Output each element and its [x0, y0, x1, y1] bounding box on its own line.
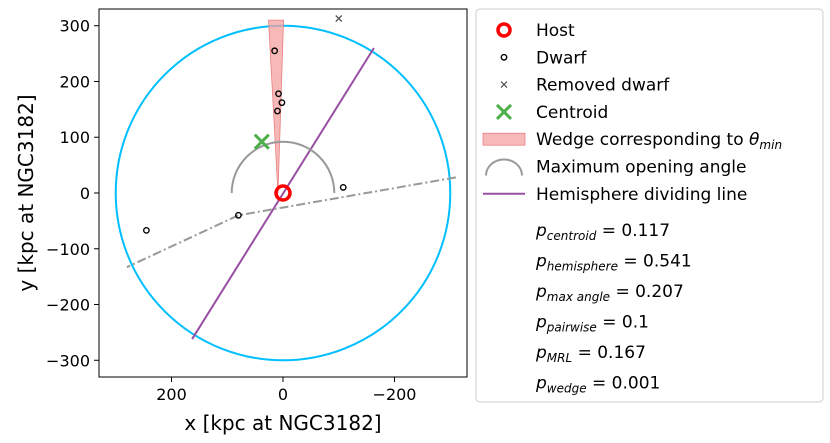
- p-value-pairwise: ppairwise = 0.1: [535, 313, 649, 335]
- legend: Host Dwarf Removed dwarf Centroid Wedge corr…: [475, 8, 824, 403]
- legend-stat: pMRL = 0.167: [535, 343, 646, 365]
- plot-area: 200 0 −200 300 200 100 0 −100 −200 −300: [46, 8, 468, 404]
- legend-wedge-swatch: [482, 132, 526, 146]
- legend-frame: [475, 8, 824, 403]
- dwarf-point: [234, 211, 242, 219]
- opening-angle-line: [126, 176, 457, 269]
- legend-stat: pcentroid = 0.117: [535, 221, 670, 243]
- y-tick-label: −200: [46, 296, 90, 315]
- x-axis-label: x [kpc at NGC3182]: [184, 411, 381, 435]
- dwarf-point: [142, 226, 150, 234]
- legend-removed-marker: [500, 81, 508, 89]
- x-tick-label: −200: [373, 385, 417, 404]
- legend-label: Removed dwarf: [536, 76, 670, 96]
- legend-dwarf-marker: [500, 53, 508, 61]
- x-tick-label: 200: [156, 385, 187, 404]
- y-tick-label: −100: [46, 240, 90, 259]
- legend-label: Dwarf: [536, 48, 587, 68]
- legend-host-marker: [496, 22, 512, 38]
- legend-arc-marker: [485, 158, 523, 176]
- y-tick-label: 0: [80, 184, 90, 203]
- dwarf-point: [339, 184, 347, 191]
- host-point: [274, 184, 292, 202]
- legend-item-removed: Removed dwarf: [500, 76, 670, 96]
- y-tick-label: 300: [59, 17, 90, 36]
- p-value-centroid: pcentroid = 0.117: [535, 221, 670, 243]
- legend-item-wedge: Wedge corresponding to θmin: [482, 130, 782, 152]
- dwarf-point: [278, 99, 286, 107]
- legend-item-line: Hemisphere dividing line: [483, 185, 747, 205]
- legend-stat: ppairwise = 0.1: [535, 313, 649, 335]
- legend-centroid-marker: [495, 103, 513, 120]
- y-tick-label: −300: [46, 351, 90, 370]
- x-tick-label: 0: [278, 385, 288, 404]
- dwarf-point: [271, 47, 279, 55]
- legend-label: Hemisphere dividing line: [536, 185, 747, 205]
- p-value-max-angle: pmax angle = 0.207: [535, 282, 684, 304]
- legend-item-centroid: Centroid: [495, 103, 608, 123]
- legend-item-arc: Maximum opening angle: [485, 158, 746, 178]
- y-tick-label: 200: [59, 72, 90, 91]
- legend-label: Maximum opening angle: [536, 158, 746, 178]
- legend-stat: pwedge = 0.001: [535, 374, 660, 396]
- wedge: [268, 19, 284, 194]
- legend-label: Centroid: [536, 103, 608, 123]
- dwarf-point: [275, 90, 282, 98]
- p-value-mrl: pMRL = 0.167: [535, 343, 646, 365]
- legend-label: Wedge corresponding to θmin: [536, 130, 782, 152]
- legend-stat: pmax angle = 0.207: [535, 282, 684, 304]
- legend-label: Host: [536, 21, 575, 41]
- p-value-hemisphere: phemisphere = 0.541: [535, 252, 692, 274]
- y-tick-label: 100: [59, 128, 90, 147]
- hemisphere-line: [191, 47, 375, 340]
- legend-stat: phemisphere = 0.541: [535, 252, 692, 274]
- legend-item-dwarf: Dwarf: [500, 48, 587, 68]
- y-axis-label: y [kpc at NGC3182]: [14, 94, 38, 291]
- p-value-wedge: pwedge = 0.001: [535, 374, 660, 396]
- dwarf-point: [274, 107, 281, 115]
- legend-item-host: Host: [496, 21, 575, 41]
- removed-dwarf-point: [335, 15, 343, 22]
- centroid-point: [253, 133, 270, 150]
- opening-angle-arc: [230, 140, 336, 194]
